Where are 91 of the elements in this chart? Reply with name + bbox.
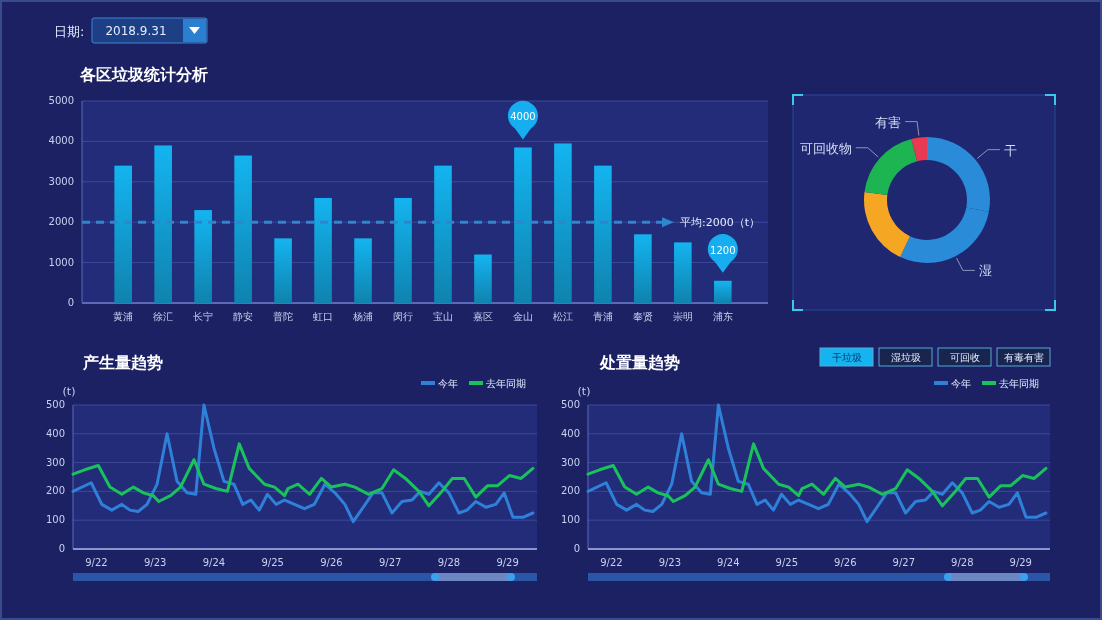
text: 湿垃圾 <box>890 352 921 363</box>
y-axis-title: (t) <box>62 385 76 398</box>
y-tick-label: 300 <box>45 456 65 468</box>
bar <box>434 165 452 303</box>
x-tick-label: 宝山 <box>432 311 453 322</box>
x-tick-label: 9/22 <box>85 557 108 568</box>
text: 可回收 <box>949 352 980 363</box>
x-tick-label: 9/29 <box>496 557 519 568</box>
y-tick-label: 200 <box>560 485 580 497</box>
x-tick-label: 虹口 <box>313 311 334 322</box>
x-tick-label: 杨浦 <box>352 311 374 322</box>
x-tick-label: 金山 <box>512 311 533 322</box>
y-tick-label: 500 <box>560 399 580 410</box>
x-tick-label: 嘉区 <box>472 311 493 322</box>
legend-label: 今年 <box>438 377 458 389</box>
slice-label: 湿 <box>978 263 992 279</box>
y-tick-label: 5000 <box>48 95 74 106</box>
x-tick-label: 徐汇 <box>153 311 174 322</box>
bar <box>674 242 692 303</box>
text: 日期: <box>54 24 85 39</box>
x-tick-label: 9/27 <box>892 557 916 568</box>
x-tick-label: 浦东 <box>712 311 733 322</box>
x-tick-label: 9/29 <box>1009 557 1032 568</box>
x-tick-label: 普陀 <box>273 311 294 322</box>
legend-label: 去年同期 <box>486 377 526 389</box>
x-tick-label: 9/24 <box>717 557 740 568</box>
slice-label: 干 <box>1003 142 1017 158</box>
legend-label: 今年 <box>951 377 971 389</box>
bar <box>554 143 572 303</box>
annotation: 1200 <box>710 244 736 256</box>
y-tick-label: 100 <box>560 514 580 526</box>
bar <box>634 234 652 303</box>
x-tick-label: 9/24 <box>202 557 226 568</box>
y-tick-label: 2000 <box>48 216 74 228</box>
text: 有毒有害 <box>1003 352 1044 363</box>
y-tick-label: 100 <box>45 514 65 526</box>
x-tick-label: 松江 <box>552 311 573 322</box>
y-tick-label: 400 <box>560 427 580 439</box>
x-tick-label: 奉贤 <box>632 311 653 322</box>
x-tick-label: 9/25 <box>261 557 284 568</box>
slice-label: 有害 <box>875 114 902 130</box>
x-tick-label: 长宁 <box>193 311 214 322</box>
bar <box>594 165 612 303</box>
bar <box>314 197 332 303</box>
donut-slice <box>911 137 927 162</box>
x-tick-label: 黄浦 <box>113 311 134 322</box>
x-tick-label: 9/22 <box>600 557 623 568</box>
x-tick-label: 9/28 <box>437 557 461 568</box>
y-tick-label: 300 <box>560 456 580 468</box>
donut-slice <box>864 192 910 257</box>
x-tick-label: 闵行 <box>393 311 414 322</box>
bar <box>154 145 172 303</box>
y-tick-label: 1000 <box>48 256 74 268</box>
bar <box>514 147 532 303</box>
x-tick-label: 9/23 <box>658 557 682 568</box>
x-tick-label: 青浦 <box>592 311 613 322</box>
slice-label: 可回收物 <box>799 140 852 156</box>
chart-title: 各区垃圾统计分析 <box>79 65 208 84</box>
donut-slice <box>864 138 918 195</box>
bar <box>274 238 292 303</box>
ref-line-label: 平均:2000（t） <box>680 216 761 230</box>
text: 2018.9.31 <box>105 24 167 38</box>
y-tick-label: 4000 <box>48 135 74 147</box>
y-tick-label: 0 <box>58 543 65 554</box>
x-tick-label: 9/28 <box>951 557 974 568</box>
legend-label: 去年同期 <box>999 377 1039 389</box>
text: 干垃圾 <box>831 352 862 363</box>
x-tick-label: 9/27 <box>378 557 402 568</box>
annotation: 4000 <box>510 111 536 123</box>
x-tick-label: 9/23 <box>143 557 167 568</box>
y-tick-label: 400 <box>45 427 65 439</box>
y-tick-label: 3000 <box>48 175 74 187</box>
bar <box>714 280 732 303</box>
y-axis-title: (t) <box>577 385 591 398</box>
x-tick-label: 9/25 <box>775 557 799 568</box>
bar <box>234 155 252 303</box>
y-tick-label: 200 <box>45 485 65 497</box>
y-tick-label: 0 <box>573 543 580 554</box>
x-tick-label: 崇明 <box>672 311 693 322</box>
bar <box>194 210 212 303</box>
chart-title: 产生量趋势 <box>82 353 163 372</box>
bar <box>354 238 372 303</box>
y-tick-label: 0 <box>67 297 74 308</box>
bar <box>474 254 492 303</box>
bar <box>394 197 412 303</box>
bar <box>114 165 132 303</box>
y-tick-label: 500 <box>45 399 65 410</box>
x-tick-label: 静安 <box>233 311 254 322</box>
chart-title: 处置量趋势 <box>599 353 680 372</box>
x-tick-label: 9/26 <box>320 557 343 568</box>
x-tick-label: 9/26 <box>834 557 857 568</box>
